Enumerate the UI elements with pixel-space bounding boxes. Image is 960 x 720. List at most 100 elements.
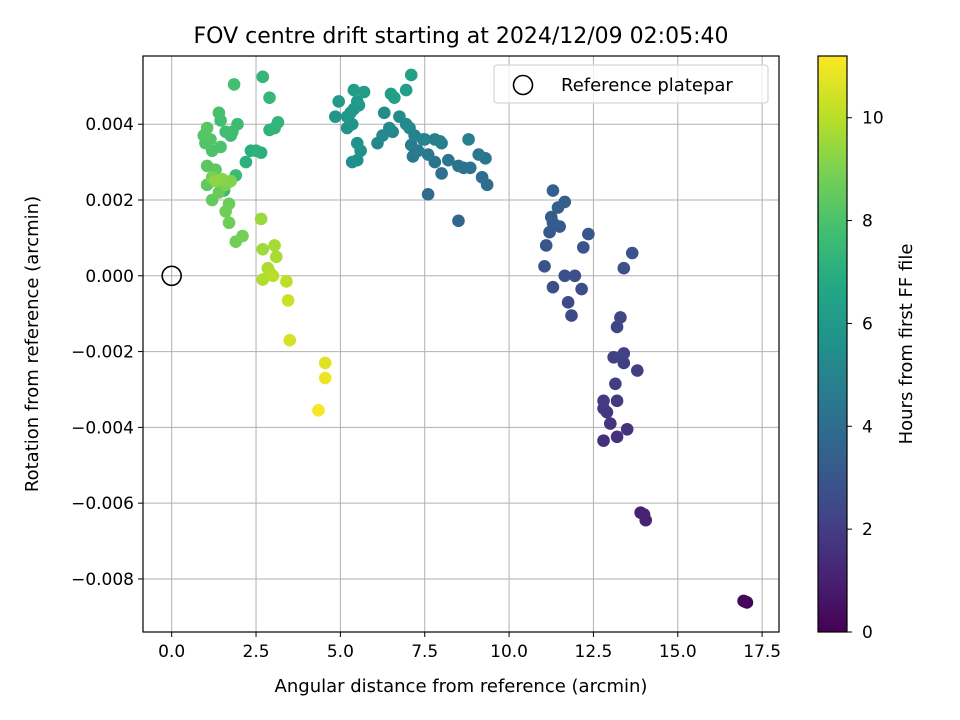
data-point xyxy=(312,404,325,417)
data-point xyxy=(614,311,627,324)
data-point xyxy=(544,210,558,224)
data-point xyxy=(239,155,253,169)
data-point xyxy=(630,364,644,377)
colorbar-ticks: 0 2 4 6 8 10 xyxy=(847,109,884,643)
data-point xyxy=(256,70,270,84)
plot-frame xyxy=(142,55,780,633)
data-point xyxy=(416,133,430,146)
data-point xyxy=(610,430,624,444)
data-point xyxy=(428,133,442,146)
data-point xyxy=(347,83,361,97)
reference-platepar-marker xyxy=(161,265,182,287)
x-tick-label: 10.0 xyxy=(490,642,528,662)
colorbar xyxy=(817,55,848,633)
data-point xyxy=(318,356,332,370)
data-point xyxy=(209,174,222,188)
x-tick-label: 2.5 xyxy=(243,642,270,662)
x-tick-label: 12.5 xyxy=(575,642,613,662)
data-point xyxy=(421,188,435,201)
legend-marker-icon xyxy=(512,74,534,96)
legend: Reference platepar xyxy=(493,64,769,104)
legend-label: Reference platepar xyxy=(561,75,733,96)
data-point xyxy=(280,275,293,288)
data-point xyxy=(558,269,572,283)
data-point xyxy=(561,296,575,309)
data-point xyxy=(200,121,214,135)
data-point xyxy=(254,212,268,226)
data-point xyxy=(222,216,236,230)
x-axis-label: Angular distance from reference (arcmin) xyxy=(275,676,648,697)
data-point xyxy=(266,269,280,283)
data-point xyxy=(421,148,435,161)
data-point xyxy=(543,225,556,239)
data-point xyxy=(538,260,551,273)
colorbar-tick-label: 2 xyxy=(862,520,873,540)
data-point xyxy=(399,83,413,97)
data-point xyxy=(610,320,624,334)
data-point xyxy=(597,434,610,447)
scatter-points xyxy=(197,68,754,609)
y-tick-label: 0.002 xyxy=(85,191,134,211)
data-point xyxy=(269,250,283,264)
data-point xyxy=(350,153,364,167)
data-point xyxy=(475,170,489,184)
data-point xyxy=(546,280,560,294)
data-point xyxy=(268,239,281,252)
colorbar-tick-label: 6 xyxy=(862,314,873,334)
y-axis-label: Rotation from reference (arcmin) xyxy=(22,196,43,492)
data-point xyxy=(577,241,590,254)
chart-title: FOV centre drift starting at 2024/12/09 … xyxy=(194,24,729,49)
colorbar-tick-label: 0 xyxy=(862,623,873,643)
data-point xyxy=(227,78,241,91)
data-point xyxy=(388,91,401,104)
data-point xyxy=(452,159,465,173)
y-tick-label: 0.000 xyxy=(85,267,134,287)
data-point xyxy=(256,273,270,286)
data-point xyxy=(582,227,595,241)
data-point xyxy=(271,116,285,129)
colorbar-label: Hours from first FF file xyxy=(896,244,917,445)
data-point xyxy=(219,125,232,139)
colorbar-tick-label: 10 xyxy=(862,109,884,129)
data-point xyxy=(219,205,232,218)
data-point xyxy=(256,242,270,256)
data-point xyxy=(472,148,486,161)
legend-box xyxy=(493,64,769,104)
colorbar-tick-label: 4 xyxy=(862,417,873,437)
data-point xyxy=(607,350,620,364)
data-point xyxy=(332,95,345,108)
data-point xyxy=(603,417,617,430)
data-point xyxy=(399,117,413,131)
data-point xyxy=(442,153,455,167)
data-point xyxy=(404,68,418,82)
data-point xyxy=(462,133,475,146)
data-point xyxy=(565,309,578,322)
x-tick-label: 5.0 xyxy=(327,642,354,662)
data-point xyxy=(617,347,631,360)
data-point xyxy=(263,91,276,104)
data-point xyxy=(318,371,332,385)
data-point xyxy=(283,333,297,347)
data-point xyxy=(249,144,263,158)
data-point xyxy=(463,161,477,175)
data-point xyxy=(404,138,418,152)
colorbar-tick-label: 8 xyxy=(862,212,873,232)
data-point xyxy=(617,356,631,370)
data-point xyxy=(236,229,249,243)
data-point xyxy=(435,167,448,180)
data-point xyxy=(546,184,560,197)
data-point xyxy=(383,121,396,135)
data-point xyxy=(637,508,651,521)
data-point xyxy=(617,261,631,275)
data-point xyxy=(597,394,610,408)
data-point xyxy=(568,269,582,283)
data-point xyxy=(620,422,634,436)
y-tick-label: −0.006 xyxy=(71,494,134,514)
data-point xyxy=(350,95,364,108)
data-point xyxy=(212,106,226,120)
x-tick-label: 15.0 xyxy=(659,642,697,662)
data-point xyxy=(737,594,750,608)
data-point xyxy=(329,110,342,123)
x-axis-ticks: 0.0 2.5 5.0 7.5 10.0 12.5 15.0 17.5 xyxy=(158,632,781,662)
